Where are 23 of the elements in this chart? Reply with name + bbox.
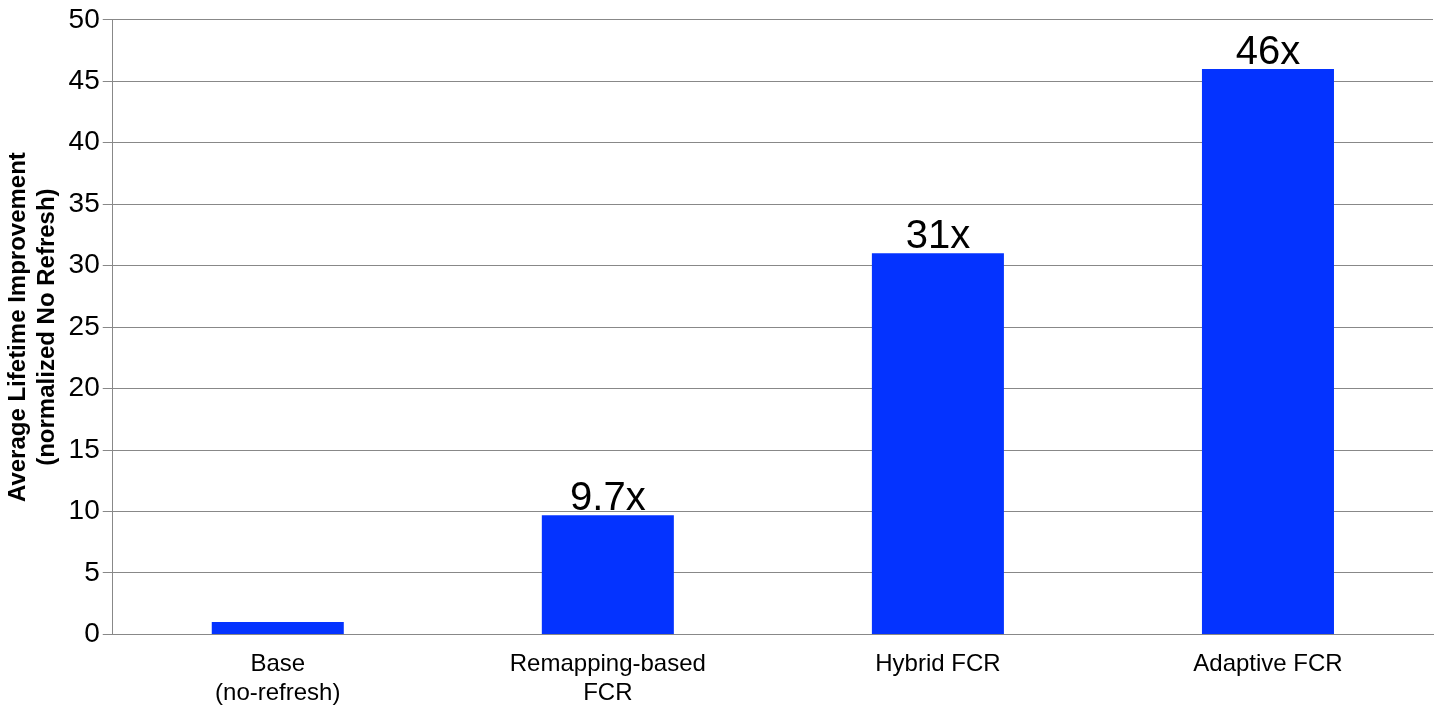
y-tick-label: 25 bbox=[68, 309, 100, 341]
data-label: 9.7x bbox=[570, 474, 646, 519]
bar bbox=[541, 515, 674, 634]
y-tick-label: 50 bbox=[68, 2, 100, 34]
y-tick-label: 20 bbox=[68, 371, 100, 403]
y-tick-label: 45 bbox=[68, 63, 100, 95]
y-tick-label: 30 bbox=[68, 248, 100, 280]
bar bbox=[1201, 68, 1334, 634]
y-tick-label: 0 bbox=[84, 617, 100, 649]
y-tick-label: 35 bbox=[68, 186, 100, 218]
x-tick-label: Base (no-refresh) bbox=[215, 649, 341, 706]
data-label: 31x bbox=[905, 212, 971, 257]
x-tick-label: Adaptive FCR bbox=[1193, 649, 1343, 677]
y-tick-label: 15 bbox=[68, 432, 100, 464]
y-tick-label: 10 bbox=[68, 494, 100, 526]
bar bbox=[211, 622, 344, 634]
bar bbox=[871, 253, 1004, 634]
x-tick-label: Hybrid FCR bbox=[875, 649, 1001, 677]
x-tick-label: Remapping-based FCR bbox=[509, 649, 706, 706]
data-label: 46x bbox=[1235, 28, 1301, 72]
y-axis-title: Average Lifetime Improvement (normalized No Refresh) bbox=[3, 152, 59, 503]
y-tick-label: 40 bbox=[68, 125, 100, 157]
y-tick-label: 5 bbox=[84, 555, 100, 587]
